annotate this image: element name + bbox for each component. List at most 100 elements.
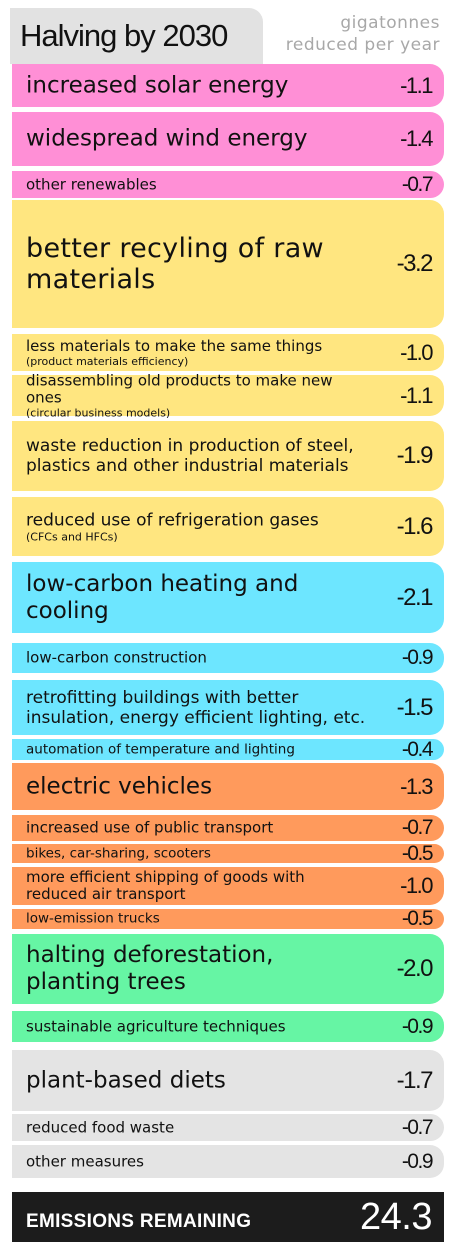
bar-label: low-emission trucks — [26, 910, 160, 927]
bar-0: increased solar energy -1.1 — [12, 64, 444, 107]
bar-label: bikes, car-sharing, scooters — [26, 845, 211, 861]
bar-label: increased solar energy — [26, 72, 289, 98]
bar-value-label: -0.7 — [401, 172, 434, 196]
bar-value-label: -1.5 — [396, 693, 434, 721]
total-label: EMISSIONS REMAINING — [26, 1211, 252, 1232]
bar-label-container: electric vehicles — [26, 773, 369, 800]
bar-label-container: bikes, car-sharing, scooters — [26, 846, 369, 861]
bar-label: disassembling old products to make new o… — [26, 371, 333, 406]
bar-value-label: -0.5 — [401, 907, 434, 930]
bar-20: reduced food waste -0.7 — [12, 1114, 444, 1141]
bar-label-container: better recyling of raw materials — [26, 233, 369, 295]
unit-line-1: gigatonnes — [340, 13, 440, 33]
bar-label: more efficient shipping of goods with re… — [26, 868, 305, 903]
bar-label-container: other renewables — [26, 176, 369, 193]
bar-label-container: widespread wind energy — [26, 126, 369, 153]
unit-line-2: reduced per year — [285, 35, 440, 55]
bar-18: sustainable agriculture techniques -0.9 — [12, 1011, 444, 1042]
total-value: 24.3 — [360, 1196, 432, 1238]
bar-sublabel: (CFCs and HFCs) — [26, 530, 118, 543]
bar-3: better recyling of raw materials -3.2 — [12, 200, 444, 328]
bar-value-label: -0.9 — [401, 1149, 434, 1173]
bar-16: low-emission trucks -0.5 — [12, 907, 444, 930]
bar-value-label: -3.2 — [396, 250, 434, 277]
emissions-remaining-bar: EMISSIONS REMAINING 24.3 — [12, 1192, 444, 1242]
bar-9: low-carbon construction -0.9 — [12, 643, 444, 673]
bar-label-container: reduced food waste — [26, 1119, 369, 1136]
bar-label-container: increased solar energy — [26, 72, 369, 99]
bar-11: automation of temperature and lighting -0… — [12, 737, 444, 761]
bar-label: better recyling of raw materials — [26, 233, 324, 295]
bar-label-container: low-carbon construction — [26, 648, 369, 667]
bar-label-container: disassembling old products to make new o… — [26, 372, 369, 419]
bar-17: halting deforestation, planting trees -2.… — [12, 934, 444, 1004]
bar-label-container: halting deforestation, planting trees — [26, 942, 369, 996]
bar-label: automation of temperature and lighting — [26, 741, 295, 757]
bar-value-label: -0.5 — [401, 841, 434, 865]
bar-label: other renewables — [26, 175, 157, 193]
bar-label-container: waste reduction in production of steel, … — [26, 436, 369, 476]
bar-label-container: reduced use of refrigeration gases (CFCs … — [26, 510, 369, 543]
bar-21: other measures -0.9 — [12, 1145, 444, 1178]
bar-value-label: -1.1 — [400, 72, 433, 98]
bar-value-label: -1.6 — [396, 512, 434, 540]
bar-label: electric vehicles — [26, 773, 213, 799]
bar-value-label: -2.1 — [396, 583, 434, 611]
bar-8: low-carbon heating and cooling -2.1 — [12, 562, 444, 633]
chart-title: Halving by 2030 — [20, 18, 228, 53]
bar-value-label: -1.4 — [400, 126, 433, 151]
bar-label: plant-based diets — [26, 1067, 226, 1093]
bar-label-container: less materials to make the same things (p… — [26, 336, 369, 368]
bar-value-label: -1.1 — [400, 382, 433, 408]
bar-label-container: plant-based diets — [26, 1067, 369, 1094]
bar-value-label: -1.7 — [396, 1066, 434, 1094]
bar-12: electric vehicles -1.3 — [12, 763, 444, 810]
unit-label: gigatonnes reduced per year — [286, 12, 440, 56]
bar-label-container: retrofitting buildings with better insul… — [26, 688, 369, 728]
bar-label: less materials to make the same things — [26, 336, 323, 355]
bar-label-container: sustainable agriculture techniques — [26, 1018, 369, 1035]
title-background — [10, 8, 263, 64]
bar-label: other measures — [26, 1152, 144, 1170]
bar-label: reduced food waste — [26, 1118, 175, 1136]
bar-label: widespread wind energy — [26, 125, 308, 152]
bar-label: low-carbon heating and cooling — [26, 570, 299, 624]
bar-label-container: low-carbon heating and cooling — [26, 571, 369, 625]
bar-2: other renewables -0.7 — [12, 171, 444, 198]
bar-19: plant-based diets -1.7 — [12, 1050, 444, 1111]
bar-value-label: -0.7 — [401, 1115, 434, 1139]
bar-4: less materials to make the same things (p… — [12, 334, 444, 371]
bar-label-container: more efficient shipping of goods with re… — [26, 869, 369, 903]
bar-label: retrofitting buildings with better insul… — [26, 687, 366, 728]
bar-label-container: increased use of public transport — [26, 818, 369, 837]
bar-value-label: -0.9 — [401, 646, 434, 669]
bar-label: increased use of public transport — [26, 818, 274, 837]
bar-sublabel: (product materials efficiency) — [26, 354, 189, 368]
bar-value-label: -1.0 — [400, 339, 433, 365]
bar-10: retrofitting buildings with better insul… — [12, 680, 444, 735]
bar-5: disassembling old products to make new o… — [12, 372, 444, 419]
bar-value-label: -1.0 — [400, 873, 433, 898]
bar-label: halting deforestation, planting trees — [26, 942, 274, 995]
bar-13: increased use of public transport -0.7 — [12, 815, 444, 841]
bar-label: reduced use of refrigeration gases — [26, 510, 319, 530]
bar-value-label: -0.9 — [401, 1014, 434, 1038]
bar-label: waste reduction in production of steel, … — [26, 436, 354, 476]
bar-value-label: -0.7 — [401, 816, 434, 839]
bar-1: widespread wind energy -1.4 — [12, 112, 444, 166]
bar-label-container: other measures — [26, 1153, 369, 1170]
bar-value-label: -2.0 — [396, 955, 434, 982]
bar-15: more efficient shipping of goods with re… — [12, 867, 444, 905]
bar-14: bikes, car-sharing, scooters -0.5 — [12, 841, 444, 865]
bar-value-label: -1.3 — [400, 773, 433, 799]
bar-7: reduced use of refrigeration gases (CFCs … — [12, 497, 444, 556]
bar-label-container: low-emission trucks — [26, 910, 369, 927]
bar-value-label: -1.9 — [396, 442, 434, 469]
bar-label: sustainable agriculture techniques — [26, 1017, 286, 1035]
bar-value-label: -0.4 — [401, 737, 434, 761]
bar-sublabel: (circular business models) — [26, 406, 171, 419]
bar-6: waste reduction in production of steel, … — [12, 421, 444, 491]
bar-label-container: automation of temperature and lighting — [26, 742, 369, 757]
bar-label: low-carbon construction — [26, 648, 207, 667]
